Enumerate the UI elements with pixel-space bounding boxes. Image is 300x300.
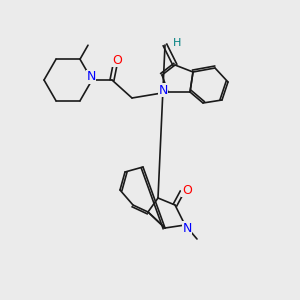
Text: O: O — [112, 53, 122, 67]
Text: N: N — [86, 70, 96, 83]
Text: N: N — [158, 83, 168, 97]
Text: H: H — [173, 38, 181, 48]
Text: N: N — [182, 221, 192, 235]
Text: O: O — [182, 184, 192, 196]
